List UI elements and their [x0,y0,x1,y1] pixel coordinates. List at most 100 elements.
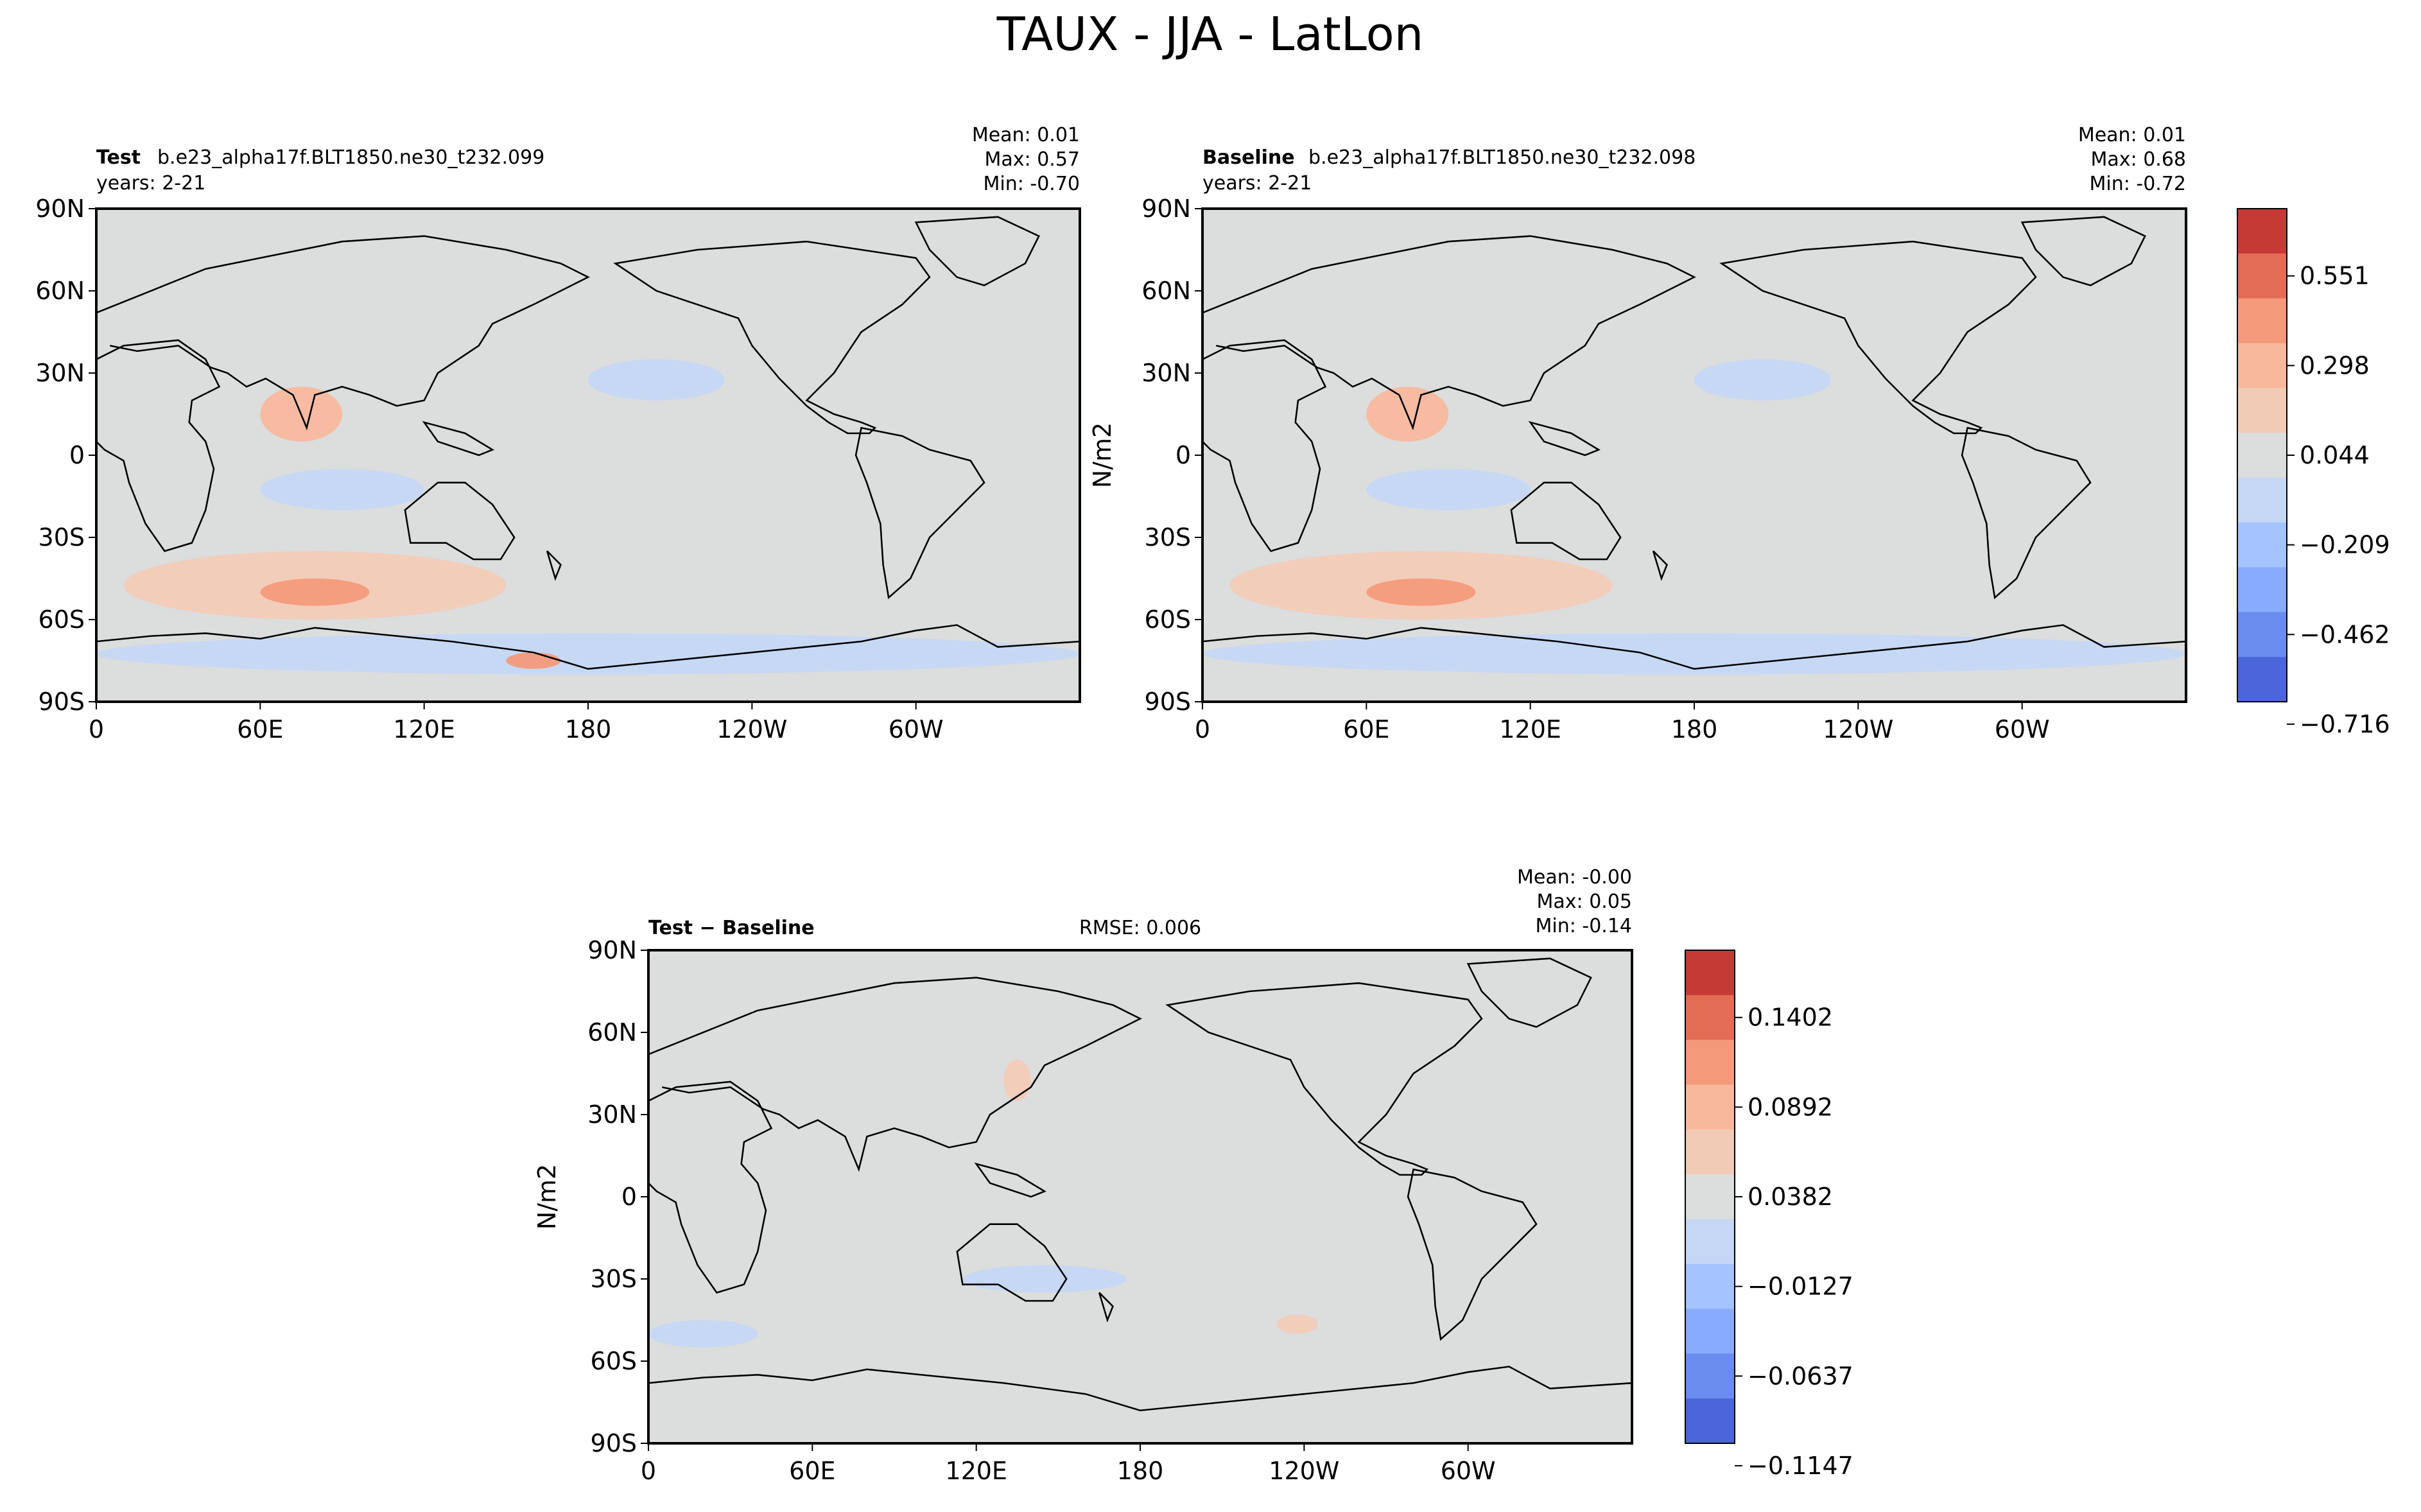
diff-colorbar-swatch [1685,1398,1735,1444]
diff-colorbar-swatch [1685,1353,1735,1399]
baseline-lon-tick-label: 180 [1671,715,1718,743]
main-colorbar-swatch [2237,388,2287,433]
main-colorbar-tick-label: 0.044 [2300,441,2370,469]
diff-contour-region [1003,1059,1031,1101]
test-lat-tick-label: 30N [35,359,85,387]
baseline-units-label: N/m2 [1088,422,1116,488]
main-colorbar-swatch [2237,612,2287,657]
diff-lat-tick-label: 30S [591,1265,637,1293]
test-contour-region [506,652,561,669]
diff-colorbar-tick-label: 0.0382 [1748,1183,1833,1211]
baseline-panel: Baseline b.e23_alpha17f.BLT1850.ne30_t23… [1088,124,2187,743]
diff-colorbar: 0.1402 0.0892 0.0382 −0.0127 −0.0637 −0.1147 [1685,950,1853,1480]
test-lat-tick-label: 90N [35,195,85,223]
test-lat-tick-label: 0 [69,441,85,469]
baseline-contour-region [1366,469,1531,510]
diff-lon-tick-label: 120E [945,1457,1007,1485]
test-lon-tick-label: 60W [889,715,944,743]
diff-colorbar-tick-label: −0.0637 [1748,1362,1853,1390]
diff-colorbar-swatch [1685,1084,1735,1130]
main-colorbar-tick-label: −0.462 [2300,620,2390,648]
diff-lat-axis: 90N 60N 30N 0 30S 60S 90S [587,936,648,1457]
diff-lon-tick-label: 120W [1269,1457,1339,1485]
diff-colorbar-swatches [1685,950,1735,1444]
diff-lon-tick-label: 0 [641,1457,656,1485]
diff-colorbar-swatch [1685,1264,1735,1310]
test-contour-region [588,359,725,401]
diff-colorbar-swatch [1685,1174,1735,1220]
baseline-lon-tick-label: 120W [1823,715,1893,743]
baseline-lon-tick-label: 60E [1343,715,1389,743]
baseline-lat-axis: 90N 60N 30N 0 30S 60S 90S [1141,195,1202,716]
test-panel: Test b.e23_alpha17f.BLT1850.ne30_t232.09… [35,124,1081,743]
baseline-lat-tick-label: 90S [1145,688,1191,716]
baseline-lon-tick-label: 60W [1995,715,2050,743]
baseline-years: years: 2-21 [1202,172,1312,195]
baseline-lon-tick-label: 120E [1499,715,1561,743]
baseline-mean: Mean: 0.01 [2078,124,2186,146]
baseline-case-name: b.e23_alpha17f.BLT1850.ne30_t232.098 [1308,146,1696,169]
main-colorbar-swatch [2237,522,2287,568]
figure-title: TAUX - JJA - LatLon [996,7,1424,61]
test-lat-tick-label: 90S [39,688,85,716]
main-colorbar: 0.551 0.298 0.044 −0.209 −0.462 −0.716 [2237,208,2390,738]
main-colorbar-tick-label: −0.209 [2300,531,2390,559]
diff-contour-region [648,1320,758,1348]
diff-colorbar-tick-label: −0.0127 [1748,1273,1853,1301]
diff-colorbar-tick-label: 0.1402 [1748,1004,1833,1032]
test-lat-axis: 90N 60N 30N 0 30S 60S 90S [35,195,96,716]
diff-lat-tick-label: 0 [621,1183,637,1211]
test-contour-region [260,578,370,606]
baseline-contour-region [1366,578,1476,606]
baseline-panel-label: Baseline [1202,146,1295,169]
diff-contour-region [1276,1314,1318,1334]
main-colorbar-swatch [2237,209,2287,254]
diff-colorbar-tick-label: −0.1147 [1748,1452,1853,1480]
test-lon-tick-label: 0 [89,715,104,743]
test-max: Max: 0.57 [985,148,1080,171]
main-colorbar-tick-label: 0.298 [2300,351,2370,379]
diff-lat-tick-label: 90S [591,1429,637,1457]
diff-panel: Test − Baseline RMSE: 0.006 Mean: -0.00 … [533,866,1633,1485]
main-colorbar-swatch [2237,298,2287,343]
diff-min: Min: -0.14 [1536,915,1633,937]
diff-lon-tick-label: 180 [1117,1457,1164,1485]
baseline-min: Min: -0.72 [2090,173,2187,195]
diff-lon-tick-label: 60W [1441,1457,1496,1485]
diff-lat-tick-label: 30N [587,1100,637,1129]
test-lon-tick-label: 60E [237,715,283,743]
test-lon-tick-label: 120E [393,715,455,743]
baseline-lon-axis: 0 60E 120E 180 120W 60W [1195,702,2050,743]
baseline-lat-tick-label: 0 [1176,441,1191,469]
main-colorbar-ticks: 0.551 0.298 0.044 −0.209 −0.462 −0.716 [2287,262,2390,738]
diff-lat-tick-label: 90N [587,936,637,964]
baseline-lat-tick-label: 90N [1141,195,1191,223]
diff-max: Max: 0.05 [1537,891,1632,913]
main-colorbar-swatch [2237,657,2287,702]
diff-rmse: RMSE: 0.006 [1079,917,1201,939]
diff-lon-axis: 0 60E 120E 180 120W 60W [641,1443,1496,1485]
diff-colorbar-ticks: 0.1402 0.0892 0.0382 −0.0127 −0.0637 −0.1147 [1735,1004,1853,1480]
test-years: years: 2-21 [96,172,205,195]
baseline-contour-region [1694,359,1831,401]
test-mean: Mean: 0.01 [972,124,1080,146]
baseline-lon-tick-label: 0 [1195,715,1210,743]
test-lat-tick-label: 60S [39,605,85,634]
test-min: Min: -0.70 [984,173,1080,195]
main-colorbar-swatch [2237,433,2287,478]
baseline-lat-tick-label: 30S [1145,523,1191,552]
baseline-max: Max: 0.68 [2091,148,2186,171]
diff-contour-region [962,1265,1127,1293]
main-colorbar-swatch [2237,477,2287,523]
diff-colorbar-swatch [1685,1129,1735,1175]
main-colorbar-tick-label: 0.551 [2300,262,2370,290]
diff-colorbar-tick-label: 0.0892 [1748,1093,1833,1121]
diff-colorbar-swatch [1685,1308,1735,1354]
test-lat-tick-label: 60N [35,277,85,305]
diff-colorbar-swatch [1685,950,1735,996]
test-panel-label: Test [96,146,141,169]
test-lon-axis: 0 60E 120E 180 120W 60W [89,702,944,743]
diff-contour-fills [648,1059,1318,1348]
test-case-name: b.e23_alpha17f.BLT1850.ne30_t232.099 [157,146,544,169]
